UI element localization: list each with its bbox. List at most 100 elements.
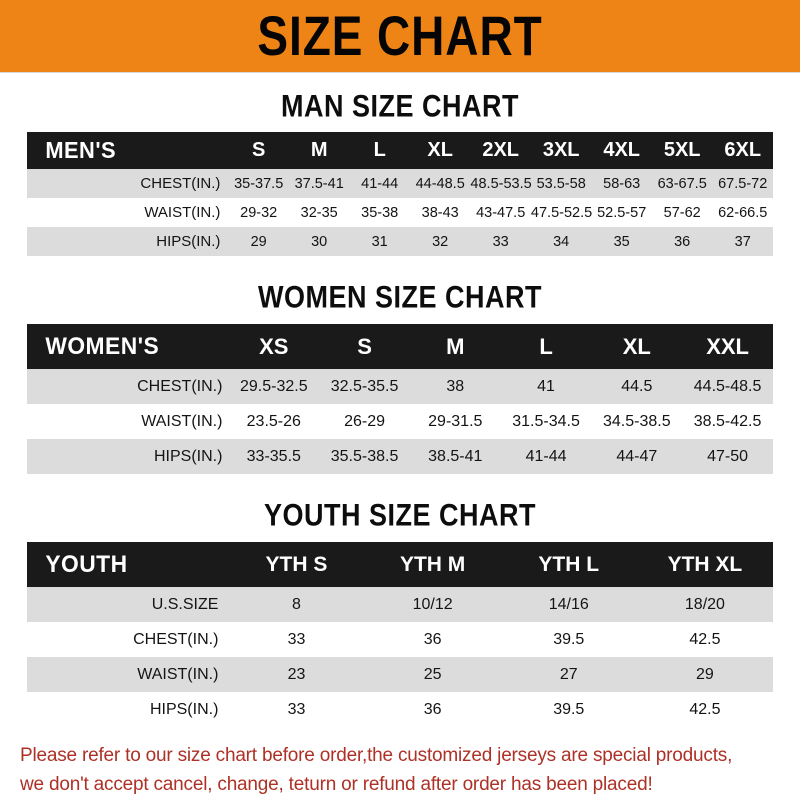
youth-table-header-row: YOUTH YTH S YTH M YTH L YTH XL [27, 542, 773, 587]
table-cell: 67.5-72 [718, 175, 768, 192]
man-size-header-3xl: 3XL [542, 139, 580, 161]
table-row: HIPS(IN.) 33-35.5 35.5-38.5 38.5-41 41-44 44-… [27, 439, 773, 474]
women-row-label: CHEST(IN.) [137, 377, 223, 395]
table-cell: 63-67.5 [657, 175, 707, 192]
table-cell: 29 [696, 665, 714, 683]
man-size-header-5xl: 5XL [663, 139, 701, 161]
women-table: WOMEN'S XS S M L XL XXL CHEST(IN.) 29.5-32.5 32.5… [27, 324, 773, 474]
man-size-header-s: S [252, 139, 266, 161]
women-size-header-m: M [446, 333, 465, 359]
table-cell: 23 [287, 665, 306, 683]
table-cell: 32-35 [300, 204, 338, 221]
table-cell: 44.5 [621, 377, 653, 395]
table-cell: 33-35.5 [246, 447, 301, 465]
table-cell: 23.5-26 [246, 412, 301, 430]
disclaimer-line-1: Please refer to our size chart before or… [20, 745, 733, 766]
table-cell: 10/12 [412, 595, 453, 613]
table-cell: 57-62 [663, 204, 701, 221]
table-cell: 38-43 [421, 204, 459, 221]
table-row: CHEST(IN.) 35-37.5 37.5-41 41-44 44-48.5 48.5… [27, 169, 773, 198]
table-cell: 36 [674, 233, 691, 250]
youth-size-header-yth-xl: YTH XL [667, 552, 743, 576]
table-cell: 39.5 [553, 700, 585, 718]
table-cell: 42.5 [689, 700, 721, 718]
women-row-label: WAIST(IN.) [141, 412, 223, 430]
table-cell: 32 [432, 233, 449, 250]
disclaimer-line-2: we don't accept cancel, change, teturn o… [20, 774, 653, 796]
men-table: MEN'S S M L XL 2XL 3XL 4XL 5XL 6XL CHEST(IN.) 35-37… [27, 132, 773, 256]
table-cell: 29-32 [240, 204, 278, 221]
youth-row-label: HIPS(IN.) [149, 700, 219, 718]
table-cell: 25 [423, 665, 442, 683]
youth-table: YOUTH YTH S YTH M YTH L YTH XL U.S.SIZE 8 10/12… [27, 542, 773, 727]
table-cell: 35 [613, 233, 630, 250]
youth-row-label: U.S.SIZE [151, 595, 219, 613]
table-cell: 36 [423, 700, 442, 718]
man-row-label: HIPS(IN.) [156, 233, 221, 250]
table-cell: 8 [292, 595, 301, 613]
table-cell: 44.5-48.5 [693, 377, 762, 395]
table-cell: 35-37.5 [234, 175, 284, 192]
man-size-header-m: M [310, 139, 328, 161]
table-cell: 38 [446, 377, 465, 395]
women-row-label: HIPS(IN.) [153, 447, 223, 465]
women-table-header-row: WOMEN'S XS S M L XL XXL [27, 324, 773, 369]
table-cell: 36 [423, 630, 442, 648]
table-cell: 38.5-42.5 [693, 412, 762, 430]
man-size-header-2xl: 2XL [482, 139, 520, 161]
table-cell: 37 [734, 233, 751, 250]
table-row: HIPS(IN.) 33 36 39.5 42.5 [27, 692, 773, 727]
table-cell: 47-50 [707, 447, 749, 465]
table-cell: 35.5-38.5 [330, 447, 399, 465]
man-size-header-l: L [373, 139, 386, 161]
table-cell: 44-48.5 [415, 175, 465, 192]
table-cell: 33 [287, 700, 306, 718]
table-cell: 26-29 [344, 412, 385, 430]
women-size-header-s: S [357, 333, 372, 359]
youth-row-label: CHEST(IN.) [133, 630, 219, 648]
man-row-label: CHEST(IN.) [140, 175, 221, 192]
table-cell: 18/20 [684, 595, 725, 613]
table-cell: 38.5-41 [428, 447, 483, 465]
table-row: HIPS(IN.) 29 30 31 32 33 34 35 36 37 [27, 227, 773, 256]
man-size-header-4xl: 4XL [603, 139, 641, 161]
table-cell: 35-38 [361, 204, 399, 221]
table-row: WAIST(IN.) 29-32 32-35 35-38 38-43 43-47.5 47.… [27, 198, 773, 227]
table-cell: 37.5-41 [294, 175, 344, 192]
youth-size-table: YOUTH YTH S YTH M YTH L YTH XL U.S.SIZE 8 10/12… [27, 542, 773, 727]
page-banner: SIZE CHART [0, 0, 800, 73]
table-cell: 31.5-34.5 [512, 412, 580, 430]
man-header-label: MEN'S [45, 137, 117, 163]
table-cell: 31 [371, 233, 388, 250]
table-cell: 32.5-35.5 [330, 377, 399, 395]
table-cell: 29 [250, 233, 267, 250]
women-header-label: WOMEN'S [45, 332, 160, 360]
youth-header-label: YOUTH [45, 550, 128, 578]
women-size-header-xxl: XXL [706, 333, 749, 359]
women-size-header-l: L [539, 333, 553, 359]
table-row: CHEST(IN.) 29.5-32.5 32.5-35.5 38 41 44.5 44.5… [27, 369, 773, 404]
table-cell: 29-31.5 [428, 412, 483, 430]
table-cell: 33 [287, 630, 306, 648]
women-size-table: WOMEN'S XS S M L XL XXL CHEST(IN.) 29.5-32.5 32.5… [27, 324, 773, 474]
table-cell: 53.5-58 [536, 175, 586, 192]
man-size-header-6xl: 6XL [724, 139, 762, 161]
men-size-table: MEN'S S M L XL 2XL 3XL 4XL 5XL 6XL CHEST(IN.) 35-37… [27, 132, 773, 256]
man-size-header-xl: XL [427, 139, 453, 161]
table-cell: 27 [559, 665, 578, 683]
table-cell: 41 [537, 377, 555, 395]
table-row: CHEST(IN.) 33 36 39.5 42.5 [27, 622, 773, 657]
section-title-man: MAN SIZE CHART [281, 88, 519, 124]
youth-size-header-yth-s: YTH S [265, 552, 328, 576]
table-cell: 48.5-53.5 [470, 175, 532, 192]
youth-row-label: WAIST(IN.) [137, 665, 219, 683]
women-size-header-xs: XS [259, 333, 289, 359]
table-cell: 41-44 [525, 447, 567, 465]
table-cell: 14/16 [548, 595, 589, 613]
table-cell: 43-47.5 [476, 204, 526, 221]
table-row: WAIST(IN.) 23 25 27 29 [27, 657, 773, 692]
table-cell: 39.5 [553, 630, 585, 648]
section-title-women: WOMEN SIZE CHART [258, 279, 542, 315]
youth-size-header-yth-m: YTH M [399, 552, 466, 576]
